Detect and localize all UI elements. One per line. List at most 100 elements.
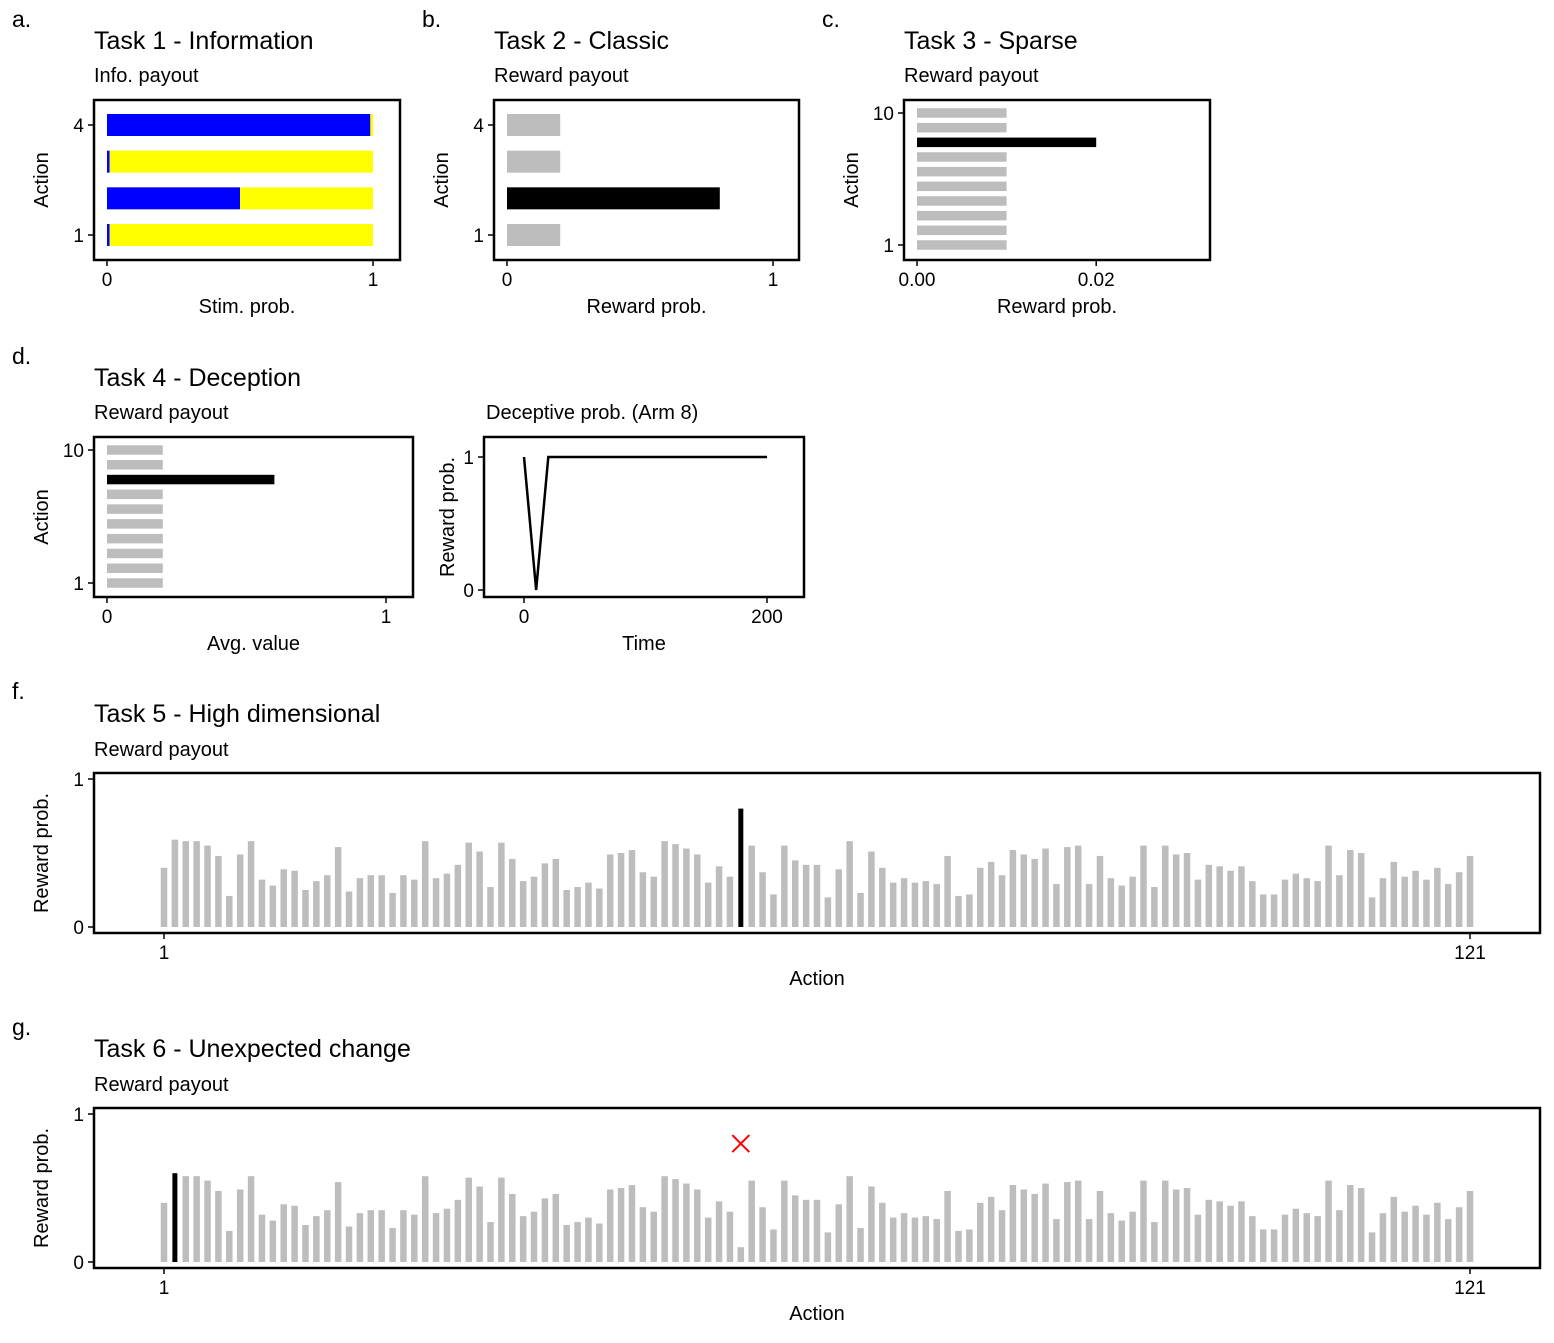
task6-bar-action-54 — [737, 1247, 745, 1262]
task5-bar-action-103 — [1270, 894, 1278, 927]
task1-y-tick-label: 1 — [73, 226, 84, 247]
task1-bar-action-3-blue — [107, 150, 110, 173]
task6-bar-action-77 — [987, 1196, 995, 1262]
task6-bar-action-25 — [421, 1176, 429, 1262]
task6-bar-action-45 — [639, 1207, 647, 1262]
task3-bar-action-8 — [917, 137, 1097, 148]
task5-bar-action-37 — [552, 858, 560, 927]
task2-x-tick-label: 1 — [768, 270, 779, 291]
task5-bar-action-75 — [966, 894, 973, 927]
task6-bar-action-32 — [498, 1177, 505, 1262]
task5-bar-action-80 — [1020, 854, 1028, 927]
task5-bar-action-63 — [835, 869, 843, 927]
task4-line-panel-border — [482, 435, 806, 599]
task5-bar-action-70 — [911, 882, 919, 927]
task2-bar-action-4 — [507, 114, 561, 136]
task3-bar-action-10 — [917, 108, 1007, 118]
task6-bar-action-104 — [1281, 1214, 1289, 1262]
task6-bar-action-27 — [443, 1208, 451, 1262]
task6-bar-action-42 — [606, 1189, 614, 1262]
task5-bar-action-119 — [1444, 884, 1452, 927]
task6-bar-action-96 — [1194, 1214, 1202, 1262]
panel-subtitle-task6: Reward payout — [94, 1074, 229, 1096]
task5-bar-action-58 — [781, 845, 788, 927]
task5-bar-action-11 — [269, 885, 277, 927]
task5-bar-action-10 — [258, 879, 266, 927]
task5-bar-action-81 — [1031, 858, 1038, 927]
task5-bar-action-45 — [639, 872, 647, 927]
task6-bar-action-120 — [1455, 1207, 1463, 1262]
task4-line-y-tick-label: 0 — [463, 581, 474, 602]
task4-panel-border — [92, 435, 415, 599]
panel-letter-d: d. — [12, 343, 31, 369]
task5-bar-action-93 — [1162, 845, 1169, 927]
task6-bar-action-112 — [1368, 1232, 1376, 1262]
task5-bar-action-50 — [694, 854, 701, 927]
task5-bar-action-60 — [802, 864, 810, 927]
task6-bar-action-7 — [226, 1230, 233, 1262]
task6-bar-action-33 — [509, 1193, 516, 1262]
task3-x-tick-label: 0.00 — [899, 270, 936, 291]
task5-bar-action-96 — [1194, 879, 1202, 927]
task4-bar-action-3 — [107, 548, 163, 559]
task1-bar-action-2-yellow — [240, 187, 373, 210]
task6-bar-action-5 — [204, 1180, 211, 1262]
task6-bar-action-74 — [955, 1230, 962, 1262]
task6-bar-action-82 — [1042, 1183, 1049, 1262]
task6-bar-action-94 — [1172, 1189, 1180, 1262]
task6-bar-action-81 — [1031, 1193, 1038, 1262]
task6-bar-action-98 — [1216, 1201, 1223, 1262]
task5-bar-action-120 — [1455, 872, 1463, 927]
task6-bar-action-6 — [215, 1190, 222, 1262]
task5-bar-action-85 — [1074, 845, 1082, 927]
task2-panel-border — [492, 98, 801, 262]
task5-bar-action-112 — [1368, 897, 1376, 927]
task5-bar-action-64 — [846, 841, 853, 927]
task6-bar-action-31 — [487, 1222, 494, 1262]
task6-bar-action-11 — [269, 1220, 277, 1262]
task6-bar-action-47 — [661, 1176, 668, 1262]
task5-bar-action-2 — [171, 839, 179, 927]
task4-line-x-axis-label: Time — [622, 633, 666, 655]
task6-bar-action-105 — [1292, 1208, 1300, 1262]
task5-bar-action-8 — [236, 854, 244, 927]
panel-title-task3: Task 3 - Sparse — [904, 27, 1078, 55]
task3-y-axis-label: Action — [841, 152, 863, 208]
task6-bar-action-3 — [182, 1176, 190, 1262]
task5-bar-action-72 — [933, 884, 940, 927]
task6-bar-action-49 — [683, 1183, 690, 1262]
task5-bar-action-76 — [977, 867, 984, 927]
task6-bar-action-1 — [160, 1202, 168, 1262]
task2-y-tick-label: 1 — [473, 226, 484, 247]
panel-title-task4: Task 4 - Deception — [94, 364, 301, 392]
task6-bar-action-118 — [1434, 1202, 1441, 1262]
task6-bar-action-95 — [1183, 1188, 1191, 1262]
task6-bar-action-84 — [1064, 1182, 1071, 1262]
task5-bar-action-14 — [302, 890, 309, 927]
task4-line-x-tick-label: 0 — [519, 607, 530, 628]
task6-bar-action-106 — [1303, 1213, 1310, 1262]
task5-bar-action-106 — [1303, 878, 1310, 927]
task4-bar-action-4 — [107, 533, 163, 544]
task5-bar-action-94 — [1172, 854, 1180, 927]
task5-bar-action-9 — [247, 841, 255, 927]
task6-bar-action-117 — [1423, 1214, 1430, 1262]
task5-bar-action-7 — [226, 895, 233, 927]
task6-bar-action-71 — [922, 1216, 930, 1262]
task6-bar-action-116 — [1412, 1205, 1419, 1262]
task5-bar-action-97 — [1205, 864, 1213, 927]
task5-y-axis-label: Reward prob. — [31, 793, 53, 913]
task3-y-tick-label: 10 — [873, 104, 894, 125]
task6-bar-action-59 — [791, 1195, 799, 1262]
task1-bar-action-1-blue — [107, 224, 110, 246]
task4-line-deceptive-series — [522, 455, 767, 591]
task3-bar-action-3 — [917, 210, 1007, 221]
task6-bar-action-4 — [193, 1176, 200, 1262]
task5-bar-action-102 — [1259, 894, 1267, 927]
task5-bar-action-65 — [857, 892, 864, 927]
task6-bar-action-110 — [1347, 1185, 1354, 1262]
task6-bar-action-73 — [944, 1190, 951, 1262]
task6-bar-action-37 — [552, 1193, 560, 1262]
task4-line-y-tick-label: 1 — [463, 448, 474, 469]
task5-bar-action-79 — [1009, 850, 1017, 927]
